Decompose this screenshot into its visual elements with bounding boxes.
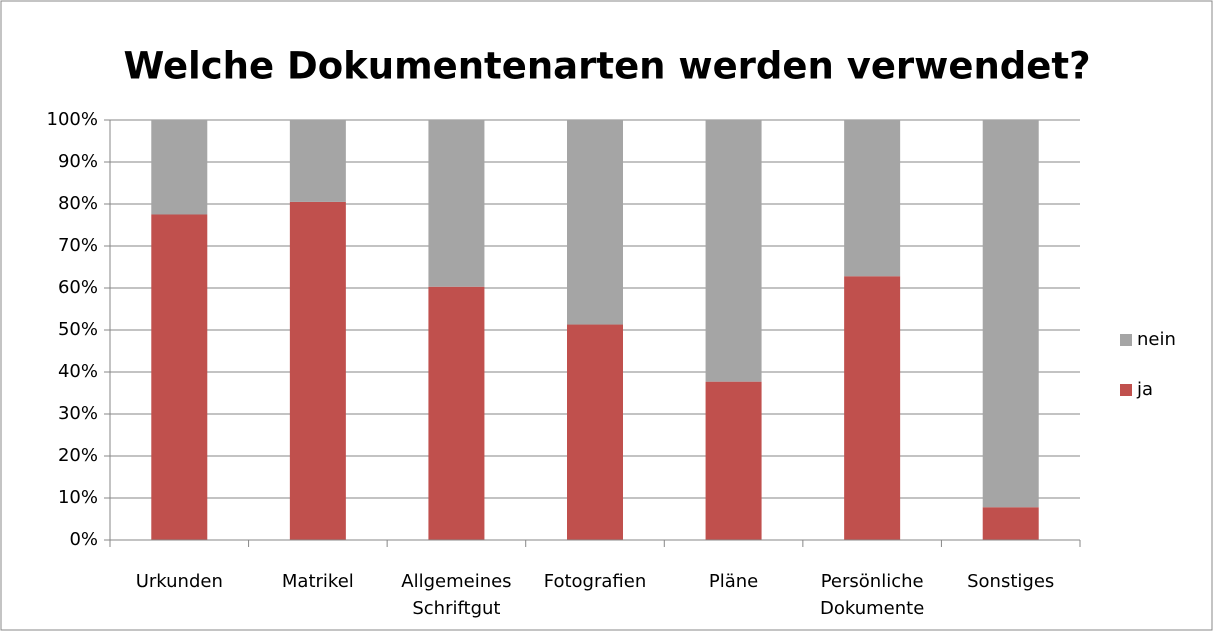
x-tick-label: Pläne (708, 571, 759, 592)
bar-segment (982, 120, 1039, 508)
bar-segment (567, 324, 623, 540)
legend-label: ja (1136, 379, 1153, 400)
bar-segment (705, 381, 762, 540)
y-tick-label: 100% (47, 109, 98, 130)
y-tick-label: 70% (58, 235, 98, 256)
y-tick-label: 60% (58, 277, 98, 298)
y-tick-label: 20% (58, 445, 98, 466)
chart-title: Welche Dokumentenarten werden verwendet? (123, 45, 1090, 88)
y-tick-label: 80% (58, 193, 98, 214)
y-tick-label: 40% (58, 361, 98, 382)
x-tick-label: Matrikel (281, 571, 354, 592)
legend-label: nein (1137, 329, 1176, 350)
bar-segment (151, 120, 208, 215)
bar-segment (567, 120, 623, 325)
bar-segment (844, 120, 901, 277)
y-tick-label: 0% (69, 529, 98, 550)
y-tick-label: 30% (58, 403, 98, 424)
x-tick-label: Fotografien (543, 571, 647, 592)
bar-segment (151, 214, 208, 540)
bar-segment (428, 120, 485, 287)
bar-segment (982, 507, 1039, 540)
legend-swatch (1120, 334, 1132, 346)
x-tick-label: Sonstiges (967, 571, 1055, 592)
bar-segment (705, 120, 762, 382)
y-tick-label: 90% (58, 151, 98, 172)
bar-segment (844, 276, 901, 540)
x-tick-label: Urkunden (135, 571, 223, 592)
legend-swatch (1120, 384, 1132, 396)
bar-segment (289, 120, 346, 202)
y-tick-label: 10% (58, 487, 98, 508)
y-tick-label: 50% (58, 319, 98, 340)
x-tick-label: Allgemeines Schriftgut (401, 571, 512, 619)
bar-segment (428, 286, 485, 540)
x-tick-label: Persönliche Dokumente (819, 571, 925, 619)
bar-segment (289, 201, 346, 540)
